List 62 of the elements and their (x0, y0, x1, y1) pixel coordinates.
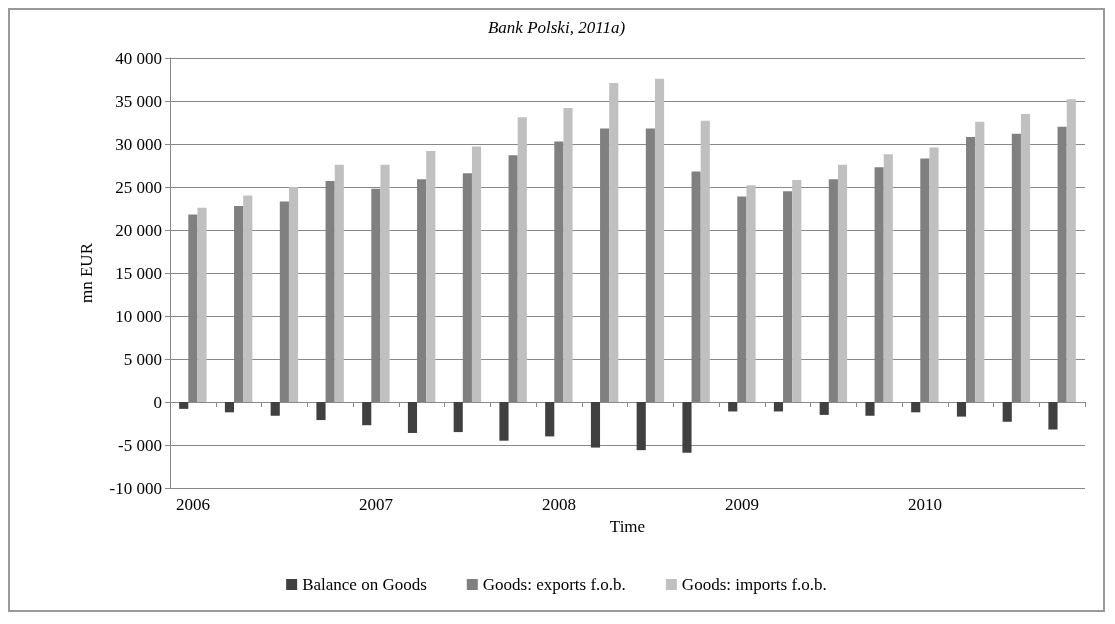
bar (517, 117, 527, 402)
y-tick-label: 20 000 (115, 220, 162, 240)
bar (563, 107, 573, 402)
y-tick-label: 15 000 (115, 263, 162, 283)
bar (956, 402, 967, 417)
bar (1020, 113, 1031, 402)
y-tick-label: 10 000 (115, 306, 162, 326)
y-tick-label: -5 000 (118, 435, 162, 455)
bar (746, 185, 756, 402)
bar (728, 402, 738, 412)
bar (1066, 99, 1076, 402)
bar (1048, 402, 1058, 430)
bar (426, 150, 436, 402)
bar (334, 164, 344, 402)
bar (865, 402, 875, 416)
bar (819, 402, 829, 415)
legend-label: Goods: exports f.o.b. (482, 575, 626, 594)
legend-label: Goods: imports f.o.b. (681, 575, 827, 594)
y-tick-label: 5 000 (123, 349, 162, 369)
bar (792, 180, 802, 402)
bar (243, 195, 253, 402)
y-tick-label: 40 000 (115, 48, 162, 68)
x-tick-label: 2007 (358, 495, 394, 514)
bar (1002, 402, 1012, 422)
bar (911, 402, 921, 413)
y-axis-title: mn EUR (77, 242, 96, 303)
bar (499, 402, 509, 441)
bar (545, 402, 555, 437)
x-tick-label: 2008 (541, 495, 576, 514)
bar (471, 146, 482, 402)
bar (362, 402, 372, 426)
bar (407, 402, 418, 433)
bar (837, 164, 848, 402)
bar (288, 187, 299, 402)
x-tick-label: 2009 (724, 495, 759, 514)
bar (883, 154, 893, 402)
bar (929, 147, 939, 402)
y-tick-label: 30 000 (115, 134, 162, 154)
bar (654, 78, 665, 402)
x-axis-title: Time (609, 516, 646, 536)
x-tick-label: 2010 (907, 495, 942, 514)
x-tick-label: 2006 (175, 495, 210, 514)
bar (975, 121, 985, 402)
legend-label: Balance on Goods (302, 575, 427, 594)
bar (636, 402, 646, 451)
text: Bank Polski, 2011a) (487, 18, 626, 37)
bar (773, 402, 784, 412)
bar (270, 402, 280, 416)
y-tick-label: -10 000 (109, 478, 162, 498)
bar (197, 207, 207, 402)
y-tick-label: 35 000 (115, 91, 162, 111)
bar (453, 402, 463, 433)
bar (590, 402, 601, 448)
bar (700, 120, 710, 402)
bar (316, 402, 326, 421)
bar (179, 402, 189, 409)
y-tick-label: 0 (153, 392, 162, 412)
bar (682, 402, 692, 453)
bar (609, 82, 619, 402)
bar (380, 164, 390, 402)
y-tick-label: 25 000 (115, 177, 162, 197)
bar (224, 402, 235, 413)
